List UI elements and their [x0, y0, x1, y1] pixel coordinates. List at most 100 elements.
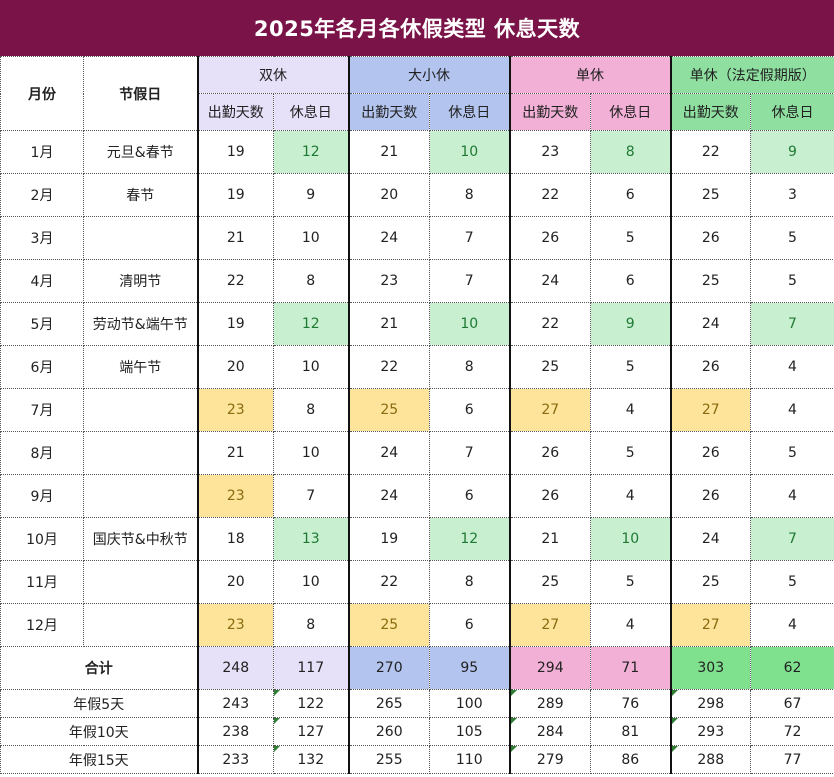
rest-days-cell[interactable]: 10 — [273, 560, 349, 604]
rest-days-cell[interactable]: 5 — [590, 345, 671, 389]
sub-header-rest[interactable]: 休息日 — [273, 93, 349, 131]
work-days-cell[interactable]: 24 — [347, 474, 430, 518]
total-label[interactable]: 合计 — [0, 646, 198, 690]
group-header-danxiu[interactable]: 单休 — [508, 56, 671, 94]
month-cell[interactable]: 8月 — [0, 431, 84, 475]
work-days-cell[interactable]: 19 — [347, 517, 430, 561]
sub-header-work[interactable]: 出勤天数 — [196, 93, 274, 131]
rest-days-cell[interactable]: 5 — [750, 216, 834, 260]
rest-days-cell[interactable]: 6 — [429, 603, 510, 647]
work-days-cell[interactable]: 25 — [508, 345, 591, 389]
leave-work-cell[interactable]: 279 — [508, 745, 591, 774]
month-cell[interactable]: 11月 — [0, 560, 84, 604]
month-cell[interactable]: 5月 — [0, 302, 84, 346]
rest-days-cell[interactable]: 6 — [590, 173, 671, 217]
work-days-cell[interactable]: 21 — [347, 130, 430, 174]
leave-rest-cell[interactable]: 81 — [590, 717, 671, 746]
work-days-cell[interactable]: 21 — [347, 302, 430, 346]
leave-work-cell[interactable]: 255 — [347, 745, 430, 774]
leave-work-cell[interactable]: 289 — [508, 689, 591, 718]
total-work-cell[interactable]: 270 — [347, 646, 430, 690]
sub-header-rest[interactable]: 休息日 — [750, 93, 834, 131]
rest-days-cell[interactable]: 12 — [273, 130, 349, 174]
rest-days-cell[interactable]: 10 — [429, 130, 510, 174]
leave-rest-cell[interactable]: 72 — [750, 717, 834, 746]
holiday-cell[interactable]: 元旦&春节 — [83, 130, 198, 174]
work-days-cell[interactable]: 27 — [669, 388, 751, 432]
rest-days-cell[interactable]: 5 — [750, 560, 834, 604]
work-days-cell[interactable]: 19 — [196, 173, 274, 217]
holiday-cell[interactable] — [83, 431, 198, 475]
total-rest-cell[interactable]: 62 — [750, 646, 834, 690]
work-days-cell[interactable]: 24 — [347, 216, 430, 260]
rest-days-cell[interactable]: 10 — [273, 216, 349, 260]
leave-rest-cell[interactable]: 132 — [273, 745, 349, 774]
work-days-cell[interactable]: 22 — [196, 259, 274, 303]
rest-days-cell[interactable]: 7 — [750, 517, 834, 561]
rest-days-cell[interactable]: 4 — [590, 603, 671, 647]
work-days-cell[interactable]: 23 — [196, 388, 274, 432]
sub-header-rest[interactable]: 休息日 — [429, 93, 510, 131]
holiday-cell[interactable]: 端午节 — [83, 345, 198, 389]
rest-days-cell[interactable]: 6 — [429, 474, 510, 518]
annual-leave-label[interactable]: 年假15天 — [0, 745, 198, 774]
total-work-cell[interactable]: 248 — [196, 646, 274, 690]
rest-days-cell[interactable]: 12 — [429, 517, 510, 561]
rest-days-cell[interactable]: 4 — [750, 388, 834, 432]
month-cell[interactable]: 10月 — [0, 517, 84, 561]
work-days-cell[interactable]: 27 — [508, 388, 591, 432]
rest-days-cell[interactable]: 6 — [429, 388, 510, 432]
work-days-cell[interactable]: 25 — [669, 173, 751, 217]
work-days-cell[interactable]: 20 — [196, 560, 274, 604]
holiday-cell[interactable] — [83, 216, 198, 260]
leave-rest-cell[interactable]: 77 — [750, 745, 834, 774]
annual-leave-label[interactable]: 年假10天 — [0, 717, 198, 746]
work-days-cell[interactable]: 25 — [669, 259, 751, 303]
leave-rest-cell[interactable]: 67 — [750, 689, 834, 718]
work-days-cell[interactable]: 26 — [669, 474, 751, 518]
month-cell[interactable]: 1月 — [0, 130, 84, 174]
rest-days-cell[interactable]: 5 — [590, 216, 671, 260]
holiday-cell[interactable] — [83, 603, 198, 647]
month-cell[interactable]: 9月 — [0, 474, 84, 518]
total-rest-cell[interactable]: 71 — [590, 646, 671, 690]
leave-rest-cell[interactable]: 110 — [429, 745, 510, 774]
rest-days-cell[interactable]: 4 — [750, 474, 834, 518]
work-days-cell[interactable]: 22 — [347, 560, 430, 604]
rest-days-cell[interactable]: 7 — [429, 431, 510, 475]
rest-days-cell[interactable]: 6 — [590, 259, 671, 303]
total-work-cell[interactable]: 303 — [669, 646, 751, 690]
holiday-cell[interactable] — [83, 560, 198, 604]
holiday-header[interactable]: 节假日 — [83, 56, 198, 131]
leave-work-cell[interactable]: 260 — [347, 717, 430, 746]
holiday-cell[interactable]: 清明节 — [83, 259, 198, 303]
leave-work-cell[interactable]: 265 — [347, 689, 430, 718]
rest-days-cell[interactable]: 8 — [273, 259, 349, 303]
total-work-cell[interactable]: 294 — [508, 646, 591, 690]
leave-work-cell[interactable]: 243 — [196, 689, 274, 718]
month-header[interactable]: 月份 — [0, 56, 84, 131]
sub-header-rest[interactable]: 休息日 — [590, 93, 671, 131]
work-days-cell[interactable]: 23 — [196, 603, 274, 647]
rest-days-cell[interactable]: 7 — [750, 302, 834, 346]
holiday-cell[interactable]: 劳动节&端午节 — [83, 302, 198, 346]
sub-header-work[interactable]: 出勤天数 — [669, 93, 751, 131]
group-header-shuangxiu[interactable]: 双休 — [196, 56, 349, 94]
rest-days-cell[interactable]: 8 — [273, 603, 349, 647]
rest-days-cell[interactable]: 8 — [429, 173, 510, 217]
leave-work-cell[interactable]: 238 — [196, 717, 274, 746]
rest-days-cell[interactable]: 5 — [750, 259, 834, 303]
rest-days-cell[interactable]: 10 — [273, 345, 349, 389]
work-days-cell[interactable]: 25 — [508, 560, 591, 604]
work-days-cell[interactable]: 21 — [508, 517, 591, 561]
month-cell[interactable]: 7月 — [0, 388, 84, 432]
work-days-cell[interactable]: 26 — [669, 216, 751, 260]
work-days-cell[interactable]: 24 — [669, 302, 751, 346]
work-days-cell[interactable]: 26 — [508, 474, 591, 518]
work-days-cell[interactable]: 19 — [196, 302, 274, 346]
work-days-cell[interactable]: 22 — [669, 130, 751, 174]
work-days-cell[interactable]: 23 — [196, 474, 274, 518]
work-days-cell[interactable]: 22 — [508, 302, 591, 346]
leave-rest-cell[interactable]: 86 — [590, 745, 671, 774]
rest-days-cell[interactable]: 8 — [429, 345, 510, 389]
